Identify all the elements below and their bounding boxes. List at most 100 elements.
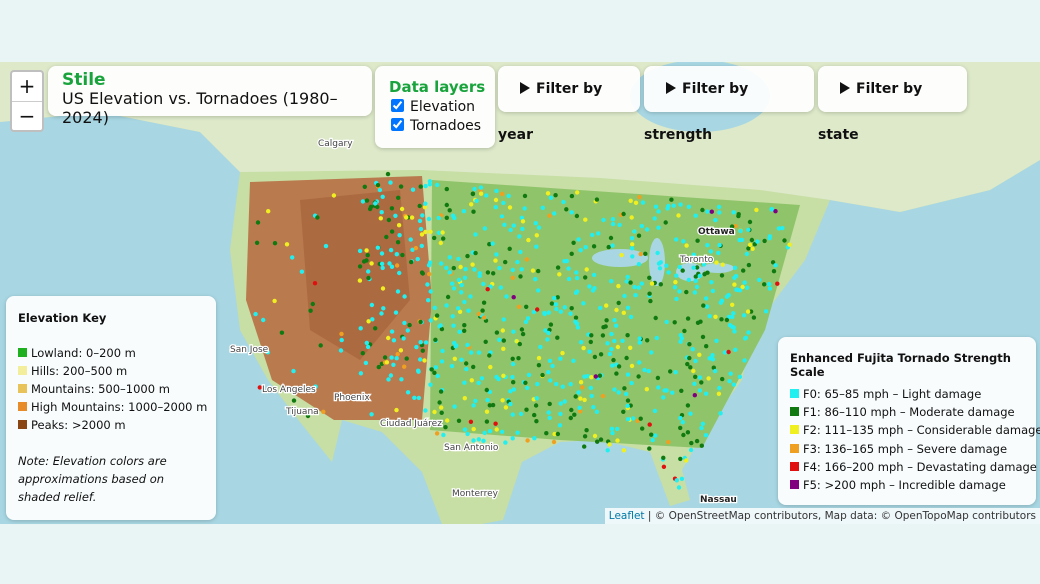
tornado-dot: [714, 338, 719, 343]
tornado-dot: [698, 319, 703, 324]
tornado-dot: [787, 242, 792, 247]
tornado-dot: [686, 277, 692, 283]
tornado-dot: [423, 229, 428, 235]
legend-label: F3: 136–165 mph – Severe damage: [803, 441, 1008, 456]
tornado-dot: [562, 399, 567, 404]
tornado-dot: [538, 344, 543, 350]
tornado-dot: [693, 213, 698, 218]
tornado-dot: [357, 248, 363, 254]
tornado-dot: [402, 294, 407, 299]
tornado-dot: [780, 225, 785, 231]
tornado-dot: [388, 247, 394, 253]
tornado-dot: [762, 282, 767, 287]
tornado-dot: [674, 273, 679, 278]
tornado-dot: [546, 370, 551, 375]
tornado-dot: [612, 338, 617, 344]
tornado-dot: [674, 296, 679, 302]
filter-button[interactable]: Filter by year: [498, 66, 640, 143]
tornado-dot: [453, 344, 458, 349]
tornado-dot: [743, 335, 749, 340]
tornado-dot: [619, 252, 624, 258]
tornado-dot: [582, 374, 587, 379]
tornado-dot: [636, 374, 641, 379]
layers-panel: Data layers Elevation Tornadoes: [375, 66, 495, 148]
tornado-dot: [507, 205, 513, 210]
map-label: Phoenix: [334, 393, 370, 403]
tornado-dot: [596, 231, 601, 236]
tornado-layer: [253, 171, 792, 490]
tornado-dot: [265, 350, 271, 355]
tornado-dot: [503, 259, 508, 265]
tornado-dot: [550, 363, 555, 369]
tornado-dot: [532, 436, 537, 441]
tornado-dot: [636, 285, 641, 290]
tornado-dot: [423, 183, 428, 189]
tornado-dot: [457, 309, 463, 314]
tornado-dot: [747, 242, 753, 247]
tornado-dot: [469, 350, 474, 355]
tornado-dot: [261, 317, 266, 323]
tornado-dot: [746, 227, 751, 232]
tornado-dot: [494, 330, 500, 335]
filter-button[interactable]: Filter by strength: [644, 66, 814, 143]
tornado-dot: [386, 335, 391, 341]
tornado-dot: [376, 364, 381, 370]
tornado-dot: [420, 348, 425, 353]
tornado-dot: [613, 323, 619, 328]
tornado-dot: [661, 464, 667, 469]
tornado-dot: [718, 411, 723, 416]
triangle-icon: [840, 82, 850, 94]
tornado-dot: [663, 220, 668, 225]
legend-label: Hills: 200–500 m: [31, 364, 128, 378]
tornado-dot: [471, 438, 476, 443]
tornado-dot: [272, 241, 278, 246]
tornado-dot: [321, 409, 326, 414]
tornado-dot: [544, 431, 549, 436]
tornado-dot: [561, 199, 566, 205]
tornado-dot: [554, 381, 559, 387]
tornado-dot: [558, 411, 563, 417]
tornado-dot: [681, 432, 686, 438]
filter-button[interactable]: Filter by state: [818, 66, 967, 143]
tornado-dot: [587, 349, 592, 354]
tornado-dot: [625, 417, 631, 422]
tornado-dot: [418, 226, 424, 232]
tornado-dot: [450, 213, 456, 218]
checkbox[interactable]: [391, 99, 404, 112]
tornado-dot: [482, 226, 488, 231]
tornado-dot: [532, 412, 537, 418]
tornado-dot: [510, 374, 515, 380]
attribution-link[interactable]: Leaflet: [608, 510, 645, 522]
checkbox[interactable]: [391, 118, 404, 131]
tornado-dot: [480, 308, 485, 313]
tornado-dot: [410, 247, 415, 252]
tornado-dot: [518, 274, 523, 279]
tornado-dot: [640, 426, 645, 431]
tornado-dot: [458, 264, 463, 270]
zoom-out[interactable]: −: [18, 104, 36, 128]
tornado-dot: [428, 289, 433, 294]
tornado-dot: [284, 242, 290, 247]
tornado-dot: [257, 385, 262, 390]
tornado-dot: [472, 267, 477, 272]
strength-scale: Enhanced Fujita Tornado Strength Scale F…: [778, 337, 1040, 505]
tornado-dot: [693, 274, 698, 279]
tornado-dot: [678, 333, 683, 338]
tornado-dot: [388, 373, 394, 378]
layer-option[interactable]: Elevation: [391, 99, 475, 115]
zoom-in[interactable]: +: [12, 72, 42, 102]
tornado-dot: [408, 237, 413, 242]
tornado-dot: [714, 260, 719, 265]
tornado-dot: [456, 277, 462, 283]
tornado-dot: [569, 306, 574, 311]
tornado-dot: [731, 325, 736, 330]
tornado-dot: [384, 234, 389, 240]
legend-label: Peaks: >2000 m: [31, 418, 126, 432]
filter-label: Filter by year: [498, 81, 603, 143]
tornado-dot: [364, 198, 370, 203]
tornado-dot: [481, 281, 486, 287]
tornado-dot: [555, 265, 561, 270]
tornado-dot: [598, 352, 604, 357]
layer-option[interactable]: Tornadoes: [391, 118, 481, 134]
tornado-dot: [533, 221, 538, 226]
